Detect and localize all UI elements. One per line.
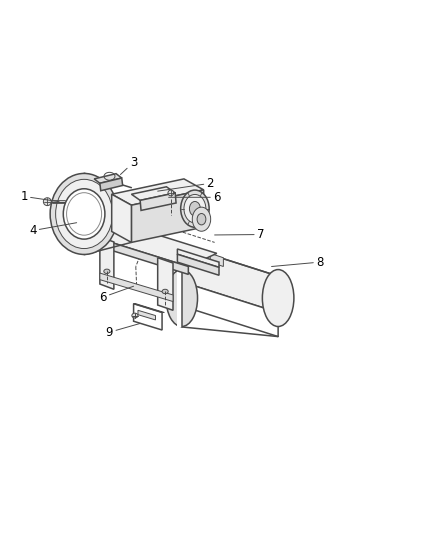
Ellipse shape [197, 214, 206, 225]
Polygon shape [134, 304, 164, 312]
Ellipse shape [56, 179, 113, 248]
Polygon shape [182, 282, 278, 336]
Polygon shape [210, 253, 223, 266]
Polygon shape [94, 174, 122, 183]
Ellipse shape [192, 207, 211, 231]
Polygon shape [138, 310, 155, 320]
Polygon shape [83, 221, 217, 266]
Ellipse shape [50, 173, 118, 254]
Polygon shape [140, 193, 176, 211]
Ellipse shape [162, 289, 168, 294]
Text: 7: 7 [215, 228, 265, 241]
Polygon shape [112, 179, 204, 205]
Text: 8: 8 [272, 256, 323, 269]
Polygon shape [177, 249, 219, 268]
Polygon shape [182, 246, 278, 312]
Polygon shape [177, 254, 219, 275]
Ellipse shape [63, 189, 105, 239]
Text: 1: 1 [20, 190, 59, 203]
Ellipse shape [184, 195, 206, 223]
Text: 2: 2 [158, 177, 214, 191]
Text: 3: 3 [120, 156, 137, 174]
Polygon shape [100, 273, 173, 302]
Polygon shape [112, 194, 131, 243]
Polygon shape [131, 187, 175, 200]
Text: 6: 6 [99, 286, 134, 304]
Ellipse shape [43, 198, 51, 206]
Polygon shape [83, 233, 188, 274]
Ellipse shape [168, 190, 173, 196]
Ellipse shape [180, 190, 209, 227]
Text: 9: 9 [106, 324, 140, 338]
Text: 6: 6 [169, 191, 221, 204]
Polygon shape [100, 178, 123, 191]
Polygon shape [100, 237, 114, 289]
Polygon shape [134, 304, 162, 330]
Polygon shape [177, 269, 182, 327]
Ellipse shape [189, 201, 200, 216]
Ellipse shape [166, 270, 198, 327]
Ellipse shape [132, 313, 138, 318]
Polygon shape [158, 258, 173, 310]
Text: 4: 4 [29, 223, 77, 237]
Polygon shape [131, 190, 204, 243]
Ellipse shape [262, 270, 294, 327]
Ellipse shape [104, 269, 110, 273]
